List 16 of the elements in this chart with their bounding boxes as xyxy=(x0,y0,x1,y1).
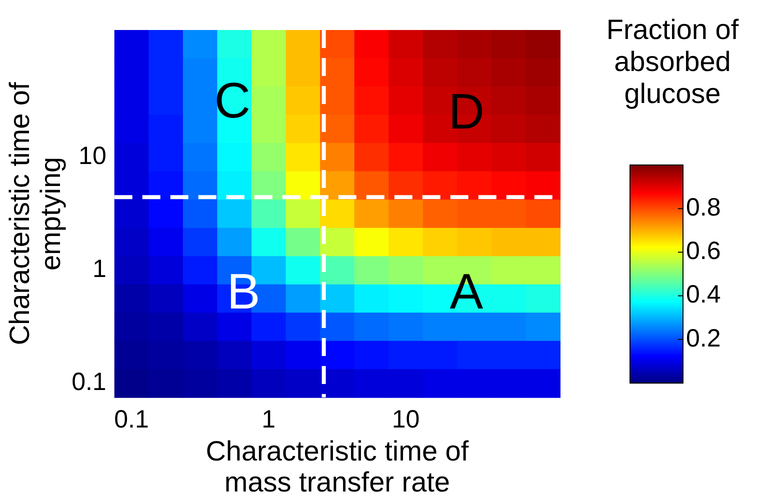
annotation: C xyxy=(214,72,251,128)
annotation: D xyxy=(448,83,484,140)
x-tick-label: 0.1 xyxy=(114,405,149,434)
color-bar-label: 0.6 xyxy=(686,237,721,266)
color-bar-label: 0.8 xyxy=(686,193,721,222)
x-tick-label: 1 xyxy=(262,405,276,434)
annotation: B xyxy=(226,263,260,320)
y-tick-label: 10 xyxy=(78,142,106,170)
x-tick-label: 10 xyxy=(392,405,420,434)
y-tick-label: 1 xyxy=(92,255,106,284)
color-bar-label: 0.4 xyxy=(686,280,721,309)
color-bar-title: Fraction of absorbed glucose xyxy=(605,14,740,110)
y-tick-label: 0.1 xyxy=(72,368,106,396)
y-axis-title: Characteristic time of emptying xyxy=(4,82,66,346)
color-bar-label: 0.2 xyxy=(686,324,721,352)
x-axis-title: Characteristic time of mass transfer rate xyxy=(206,436,469,498)
